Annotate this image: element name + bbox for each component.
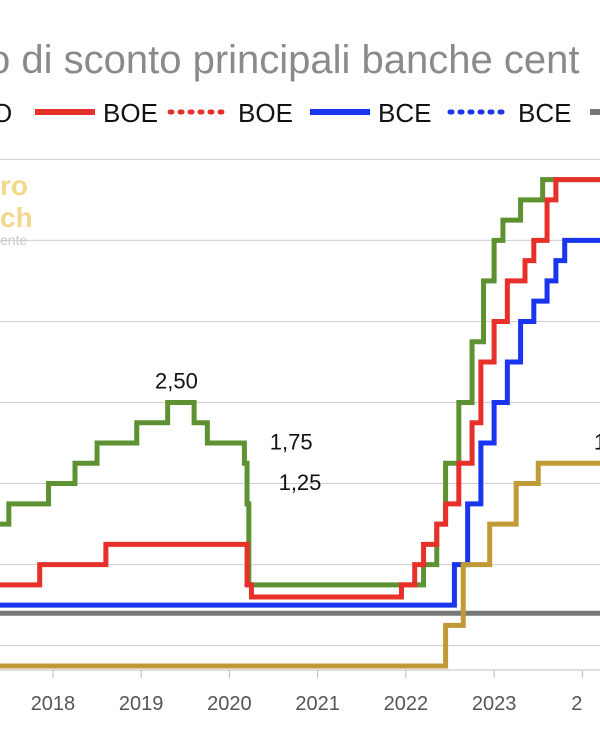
- x-tick-label: 2022: [384, 693, 429, 715]
- x-axis-ticks: 2018 2019 2020 2021 2022 2023 2: [31, 670, 583, 715]
- data-label: 1,75: [270, 429, 313, 454]
- chart-legend: O BOE BOE BCE BCE: [0, 92, 600, 132]
- legend-svg: O BOE BOE BCE BCE: [0, 98, 600, 128]
- legend-entry-3: BCE: [310, 98, 431, 128]
- x-tick-label: 2018: [31, 693, 76, 715]
- data-label: 1: [594, 429, 600, 454]
- legend-label-4: BCE: [518, 98, 571, 128]
- legend-entry-2: BOE: [167, 98, 293, 128]
- x-tick-label: 2020: [207, 693, 252, 715]
- legend-label-3: BCE: [378, 98, 431, 128]
- series-line-snb: [0, 460, 600, 669]
- legend-label-2: BOE: [238, 98, 293, 128]
- series-line-boe: [0, 177, 600, 600]
- x-tick-label: 2023: [472, 693, 517, 715]
- x-tick-label: 2021: [295, 693, 340, 715]
- legend-entry-0: O: [0, 98, 12, 128]
- x-tick-label: 2: [571, 693, 582, 715]
- x-tick-label: 2019: [119, 693, 164, 715]
- data-label: 2,50: [155, 369, 198, 394]
- watermark-line-1: ro: [0, 170, 28, 201]
- chart-title: o di sconto principali banche cent: [0, 38, 580, 82]
- legend-label-0: O: [0, 98, 12, 128]
- legend-entry-4: BCE: [447, 98, 571, 128]
- watermark-line-2: ch: [0, 202, 33, 233]
- watermark-logo: ro ch ente: [0, 170, 60, 260]
- gridlines: [0, 158, 600, 647]
- series-line-bce: [0, 237, 600, 608]
- legend-entry-1: BOE: [35, 98, 158, 128]
- legend-label-1: BOE: [103, 98, 158, 128]
- data-label: 1,25: [279, 470, 322, 495]
